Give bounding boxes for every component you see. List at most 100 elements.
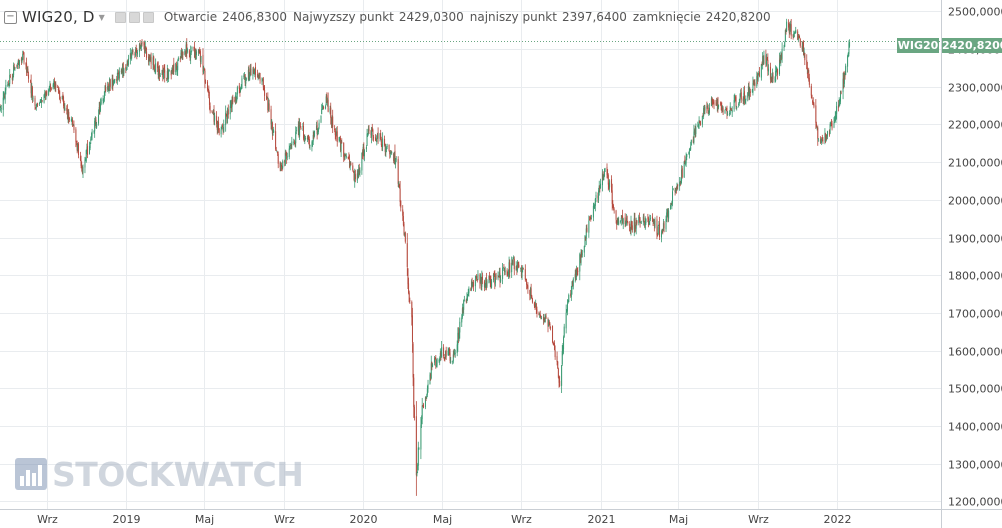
candle-body	[284, 160, 286, 163]
candle-body	[483, 281, 485, 288]
collapse-icon[interactable]: −	[4, 10, 17, 24]
candle-body	[690, 146, 692, 150]
candle-body	[307, 137, 309, 139]
candle-body	[626, 216, 628, 222]
candle-body	[811, 94, 813, 99]
candle-body	[667, 210, 669, 218]
candle-body	[112, 78, 114, 87]
candle-body	[431, 362, 433, 366]
candle-body	[54, 84, 56, 89]
candle-body	[629, 223, 631, 232]
candle-body	[159, 69, 161, 77]
candle-body	[384, 138, 386, 146]
visibility-icon[interactable]	[128, 11, 140, 23]
candle-body	[326, 95, 328, 103]
candle-body	[271, 120, 273, 126]
candle-body	[4, 92, 6, 100]
candle-body	[166, 71, 168, 81]
candle-body	[697, 125, 699, 127]
candle-body	[688, 153, 690, 155]
candle-body	[480, 277, 482, 286]
candle-body	[576, 268, 578, 272]
candle-body	[254, 68, 256, 74]
candle-body	[290, 145, 292, 146]
candle-body	[209, 105, 211, 112]
symbol-label[interactable]: WIG20, D	[22, 8, 95, 26]
chevron-down-icon[interactable]: ▼	[98, 12, 105, 22]
candle-body	[253, 71, 255, 73]
candle-body	[513, 257, 515, 259]
candle-body	[166, 78, 168, 80]
candle-body	[815, 105, 817, 124]
candle-body	[59, 99, 61, 101]
candle-body	[36, 105, 38, 106]
candle-body	[580, 251, 582, 263]
candle-body	[417, 464, 419, 471]
candle-body	[177, 62, 179, 71]
candle-body	[303, 137, 305, 140]
candle-body	[37, 103, 39, 105]
candle-body	[493, 273, 495, 281]
candle-body	[367, 134, 369, 136]
candle-body	[164, 69, 166, 79]
candle-body	[402, 216, 404, 226]
candle-body	[666, 212, 668, 219]
candle-body	[125, 66, 127, 70]
candle-body	[657, 233, 659, 236]
candle-body	[409, 300, 411, 302]
candle-body	[480, 276, 482, 282]
candle-body	[556, 356, 558, 362]
candle-body	[497, 274, 499, 279]
candle-body	[4, 96, 6, 98]
candle-body	[253, 69, 255, 74]
candle-body	[290, 144, 292, 146]
candle-body	[205, 82, 207, 84]
candle-body	[833, 122, 835, 128]
candle-body	[422, 404, 424, 409]
candle-body	[633, 218, 635, 230]
candle-body	[280, 164, 282, 169]
candle-body	[172, 68, 174, 72]
candle-body	[830, 122, 832, 126]
candle-body	[631, 221, 633, 227]
candle-body	[613, 205, 614, 209]
candle-body	[272, 133, 274, 136]
candle-body	[98, 114, 100, 124]
candle-body	[22, 54, 24, 60]
candle-body	[395, 160, 397, 164]
candle-body	[62, 94, 64, 98]
candle-body	[354, 174, 356, 180]
candle-body	[813, 103, 815, 107]
y-tick-label: 2200,0000	[948, 119, 1002, 132]
candle-body	[575, 272, 577, 277]
candle-body	[777, 69, 779, 75]
candle-body	[123, 68, 125, 74]
candle-body	[340, 143, 342, 152]
settings-icon[interactable]	[114, 11, 126, 23]
candle-body	[127, 63, 129, 66]
candle-body	[744, 99, 746, 101]
candle-body	[28, 74, 30, 79]
candle-body	[161, 70, 163, 75]
candle-body	[11, 77, 13, 80]
candle-body	[0, 108, 2, 110]
candle-body	[535, 303, 537, 310]
stockwatch-logo-icon	[15, 458, 47, 490]
x-tick-label: Maj	[433, 513, 452, 526]
candle-body	[285, 152, 287, 156]
candle-body	[439, 358, 441, 362]
add-icon[interactable]	[142, 11, 154, 23]
candle-body	[332, 116, 334, 128]
candle-body	[779, 57, 781, 63]
candle-body	[676, 183, 678, 189]
candle-body	[416, 471, 418, 475]
candle-body	[703, 108, 705, 111]
candle-body	[373, 136, 375, 139]
candle-body	[720, 104, 722, 107]
candle-body	[380, 133, 382, 140]
candle-body	[61, 95, 63, 100]
candle-body	[717, 97, 719, 109]
y-tick-label: 2500,0000	[948, 6, 1002, 19]
